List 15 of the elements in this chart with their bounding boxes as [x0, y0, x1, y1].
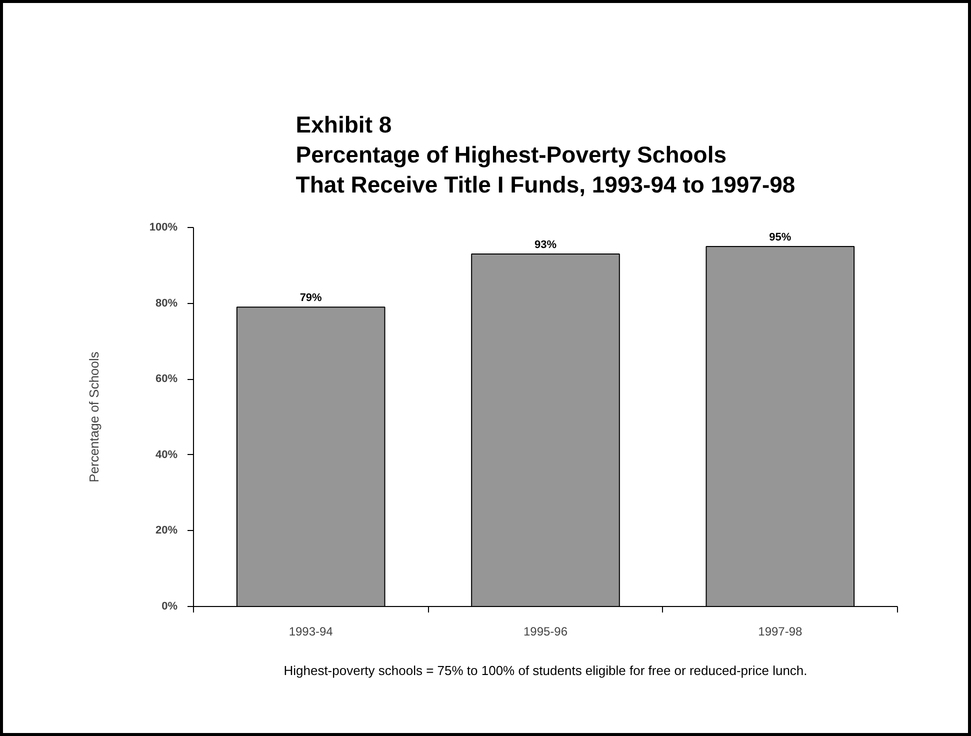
y-tick-label: 80%	[155, 297, 178, 310]
y-tick-label: 20%	[155, 524, 178, 537]
y-axis-title: Percentage of Schools	[86, 351, 102, 482]
text: Highest-poverty schools = 75% to 100% of students eligible for free or reduced-price lunch.	[284, 663, 808, 678]
y-tick-label: 40%	[155, 448, 178, 461]
data-label: 79%	[300, 292, 322, 304]
x-tick-label: 1993-94	[288, 624, 334, 638]
data-label: 95%	[769, 231, 792, 244]
x-tick-label: 1995-96	[523, 624, 568, 638]
y-tick-label: 0%	[162, 600, 178, 612]
chart-title: Exhibit 8 Percentage of Highest-Poverty Schools That Receive Title I Funds, 1993-94 to 1997-98	[296, 112, 796, 198]
data-label: 93%	[534, 239, 557, 252]
x-tick-label: 1997-98	[758, 624, 803, 638]
y-tick-label: 100%	[149, 222, 178, 234]
y-tick-label: 60%	[155, 373, 178, 386]
